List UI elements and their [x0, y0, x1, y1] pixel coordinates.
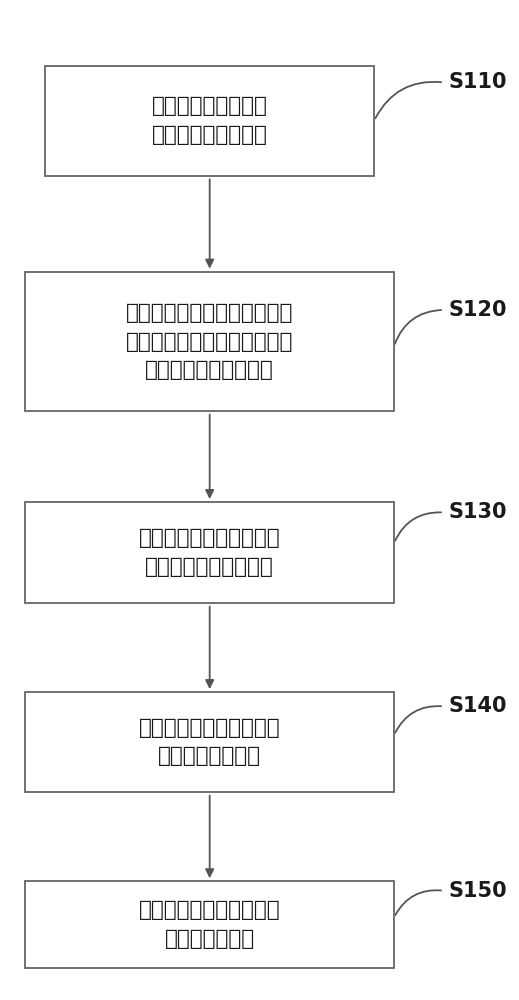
Text: S110: S110 — [449, 72, 508, 92]
Bar — [25, 881, 394, 968]
Text: S130: S130 — [449, 502, 508, 522]
Text: 根据径迹重建，识别运动
对象内部的材料: 根据径迹重建，识别运动 对象内部的材料 — [139, 900, 280, 949]
Bar — [25, 272, 394, 411]
Text: 将运动轨迹和径迹信息进
行位置符合，确定对象: 将运动轨迹和径迹信息进 行位置符合，确定对象 — [139, 528, 280, 577]
Text: S140: S140 — [449, 696, 508, 716]
Bar — [25, 692, 394, 792]
Text: 利用位置灵敏探测器获取宇宙
射线中的带电粒子信息，其中
包括带电粒子径迹信息: 利用位置灵敏探测器获取宇宙 射线中的带电粒子信息，其中 包括带电粒子径迹信息 — [126, 303, 293, 380]
Bar — [45, 66, 374, 176]
Text: 利用监控设备记录受
检查对象的运动轨迹: 利用监控设备记录受 检查对象的运动轨迹 — [152, 96, 268, 145]
Bar — [25, 502, 394, 603]
Text: 根据带电粒子信息进行带
电粒子的径迹重建: 根据带电粒子信息进行带 电粒子的径迹重建 — [139, 718, 280, 766]
Text: S120: S120 — [449, 300, 508, 320]
Text: S150: S150 — [449, 881, 508, 901]
